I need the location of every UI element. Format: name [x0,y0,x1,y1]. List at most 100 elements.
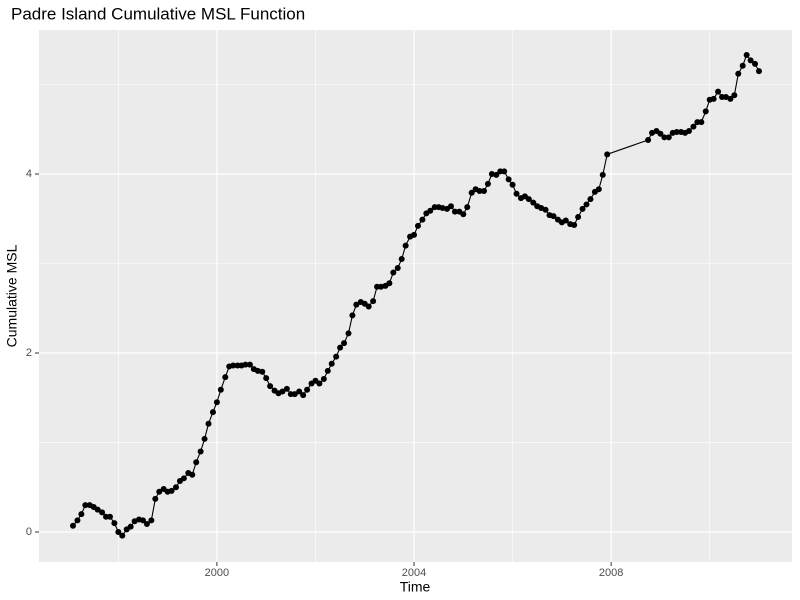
point [562,217,569,224]
point [550,213,557,220]
point [690,123,697,130]
point [197,448,204,455]
point [246,361,253,368]
y-axis-label: Cumulative MSL [4,244,20,347]
point [698,119,705,126]
y-tick-label: 2 [26,347,32,359]
point [94,506,101,513]
point [575,213,582,220]
x-axis-label: Time [400,579,431,595]
point [394,264,401,271]
point [78,511,85,518]
point [715,88,722,95]
point [427,207,434,214]
point [205,420,212,427]
point [414,222,421,229]
point [139,517,146,524]
x-tick-label: 2008 [599,567,623,579]
point [702,108,709,115]
point [70,522,77,529]
point [484,180,491,187]
chart-title: Padre Island Cumulative MSL Function [11,4,305,23]
point [74,517,81,524]
point [168,487,175,494]
point [353,301,360,308]
point [320,375,327,382]
point [337,344,344,351]
point [525,196,532,203]
point [99,509,106,516]
point [501,168,508,175]
point [193,459,200,466]
point [460,211,467,218]
point [542,206,549,213]
point [579,205,586,212]
point [645,136,652,143]
point [328,360,335,367]
point [493,171,500,178]
y-tick-label: 0 [26,526,32,538]
point [513,190,520,197]
y-tick-label: 4 [26,168,32,180]
point [710,95,717,102]
point [217,386,224,393]
point [316,380,323,387]
point [419,216,426,223]
point [263,375,270,382]
point [739,62,746,69]
point [156,488,163,495]
x-tick-label: 2000 [205,567,229,579]
point [587,196,594,203]
point [731,92,738,99]
point [755,68,762,75]
point [283,385,290,392]
x-tick-label: 2004 [402,567,426,579]
point [402,242,409,249]
point [304,386,311,393]
point [296,388,303,395]
point [106,513,113,520]
point [468,189,475,196]
point [172,484,179,491]
point [370,298,377,305]
point [727,95,734,102]
point [119,532,126,539]
point [476,188,483,195]
point [686,128,693,135]
point [595,186,602,193]
point [267,383,274,390]
point [180,475,187,482]
point [386,280,393,287]
point [398,256,405,263]
point [341,340,348,347]
point [111,520,118,527]
point [747,57,754,64]
point [324,367,331,374]
point [148,517,155,524]
point [333,353,340,360]
point [509,181,516,188]
point [230,362,237,369]
point [209,409,216,416]
point [345,330,352,337]
point [242,361,249,368]
point [665,134,672,141]
point [604,151,611,158]
point [661,134,668,141]
point [143,520,150,527]
point [222,374,229,381]
point [390,269,397,276]
point [365,303,372,310]
point [279,388,286,395]
point [599,171,606,178]
point [505,176,512,183]
point [411,231,418,238]
point [743,51,750,58]
point [571,222,578,229]
point [259,368,266,375]
point [480,188,487,195]
point [673,128,680,135]
point [530,199,537,206]
